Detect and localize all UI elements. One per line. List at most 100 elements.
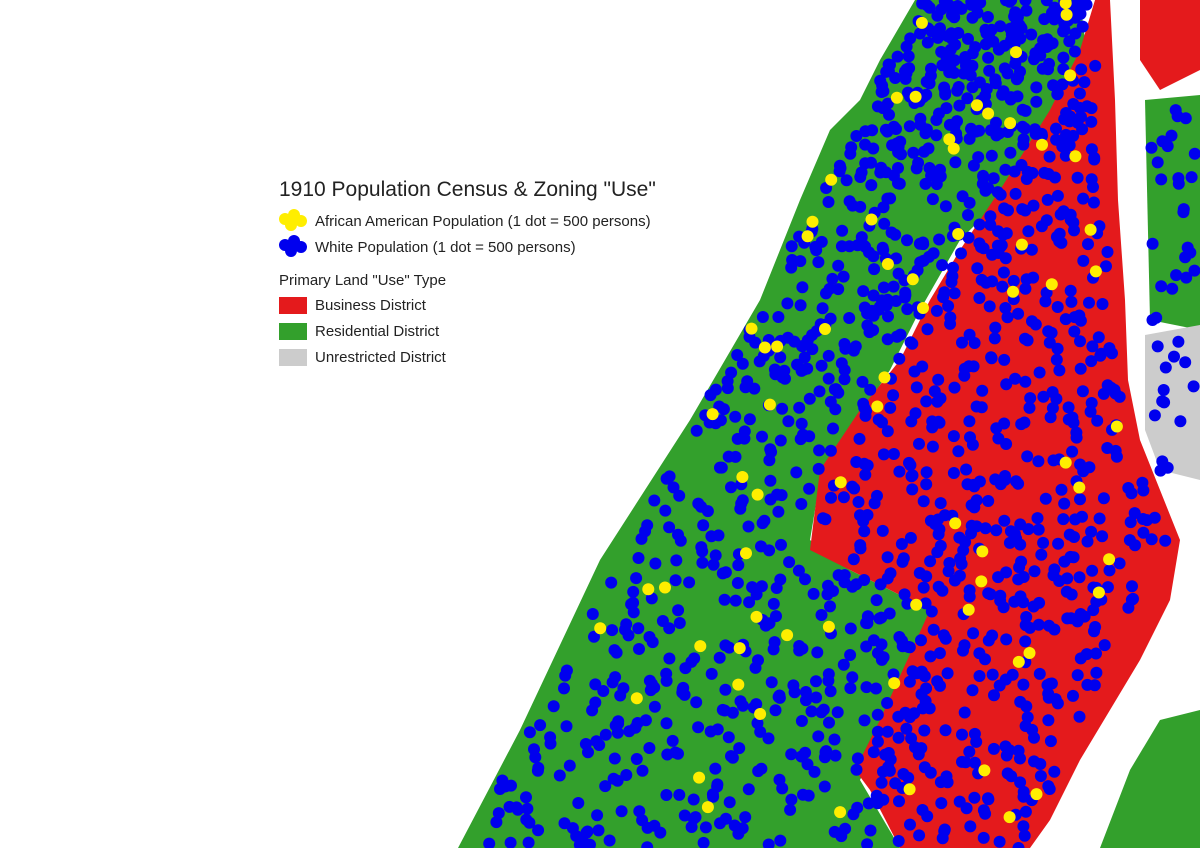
white-population-dot [1137, 484, 1150, 497]
white-population-dot [606, 624, 619, 637]
white-population-dot [1080, 0, 1093, 11]
legend-item-white: White Population (1 dot = 500 persons) [279, 234, 656, 260]
white-population-dot [810, 691, 823, 704]
white-population-dot [623, 725, 636, 738]
white-population-dot [958, 706, 971, 719]
white-population-dot [1028, 565, 1041, 578]
white-population-dot [697, 836, 710, 848]
white-population-dot [894, 328, 907, 341]
white-population-dot [847, 808, 860, 821]
white-population-dot [965, 0, 978, 8]
white-population-dot [857, 285, 870, 298]
white-population-dot [843, 195, 856, 208]
white-population-dot [945, 1, 957, 13]
white-population-dot [898, 291, 911, 304]
white-population-dot [798, 351, 811, 364]
african-american-population-dot [1007, 285, 1019, 298]
african-american-population-dot [834, 806, 847, 819]
white-population-dot [824, 312, 837, 325]
white-population-dot [822, 349, 835, 362]
white-population-dot [1090, 666, 1103, 679]
white-population-dot [1000, 378, 1013, 391]
african-american-population-dot [878, 371, 891, 384]
white-population-dot [1051, 189, 1064, 202]
white-population-dot [659, 504, 672, 517]
white-population-dot [667, 481, 680, 494]
white-population-dot [813, 444, 826, 457]
white-population-dot [924, 650, 937, 663]
white-population-dot [699, 821, 712, 834]
white-population-dot [931, 546, 944, 559]
white-population-dot [1060, 585, 1073, 598]
white-population-dot [752, 765, 765, 778]
white-population-dot [1020, 4, 1033, 17]
white-population-dot [1071, 615, 1084, 628]
white-population-dot [490, 816, 503, 829]
white-population-dot [713, 651, 726, 664]
white-population-dot [528, 743, 540, 756]
white-population-dot [904, 459, 917, 472]
white-population-dot [1040, 214, 1053, 227]
white-population-dot [919, 597, 932, 610]
white-population-dot [898, 588, 911, 601]
white-population-dot [1096, 298, 1109, 310]
white-population-dot [875, 776, 888, 789]
white-population-dot [811, 646, 824, 659]
white-population-dot [769, 704, 782, 717]
african-american-population-dot [763, 398, 776, 411]
white-population-dot [846, 480, 859, 493]
white-population-dot [1150, 311, 1163, 324]
african-american-population-dot [1064, 69, 1077, 82]
white-population-dot [821, 588, 834, 601]
white-population-dot [970, 735, 983, 748]
white-population-dot [1059, 149, 1072, 162]
african-american-population-dot [834, 476, 847, 489]
white-population-dot [1048, 765, 1061, 778]
white-population-dot [1100, 260, 1112, 273]
white-population-dot [988, 332, 1001, 345]
white-population-dot [982, 495, 995, 507]
african-american-population-dot [949, 517, 962, 530]
white-population-dot [1066, 445, 1079, 458]
white-population-dot [871, 708, 884, 721]
white-population-dot [632, 622, 645, 635]
white-population-dot [1034, 770, 1047, 782]
white-population-dot [599, 780, 612, 793]
white-population-dot [959, 536, 972, 548]
white-population-dot [956, 755, 968, 768]
white-population-dot [832, 569, 845, 582]
white-population-dot [860, 681, 873, 694]
white-population-dot [520, 813, 533, 826]
white-population-dot [892, 162, 904, 174]
white-population-dot [983, 300, 996, 313]
white-population-dot [1169, 104, 1182, 117]
white-population-dot [660, 674, 673, 687]
white-population-dot [774, 351, 787, 364]
white-population-dot [891, 50, 904, 63]
white-population-dot [1019, 805, 1032, 818]
white-population-dot [795, 417, 808, 430]
white-population-dot [812, 256, 825, 269]
white-population-dot [854, 539, 867, 552]
white-population-dot [510, 801, 523, 814]
white-population-dot [867, 746, 880, 759]
white-population-dot [1002, 204, 1014, 217]
white-population-dot [772, 311, 785, 323]
african-american-population-dot [733, 642, 746, 655]
white-population-dot [859, 468, 872, 481]
white-population-dot [669, 574, 682, 587]
white-population-dot [597, 685, 610, 697]
white-population-dot [1022, 225, 1035, 238]
white-population-dot [874, 578, 887, 591]
white-population-dot [812, 462, 825, 475]
white-population-dot [940, 50, 953, 63]
business-swatch [279, 296, 307, 314]
white-population-dot [1017, 596, 1030, 609]
white-population-dot [845, 141, 858, 154]
white-population-dot [826, 272, 839, 285]
blue-dots-icon [279, 235, 309, 259]
african-american-population-dot [750, 610, 763, 623]
african-american-population-dot [1069, 150, 1082, 163]
african-american-population-dot [706, 408, 719, 421]
white-population-dot [1049, 693, 1062, 706]
